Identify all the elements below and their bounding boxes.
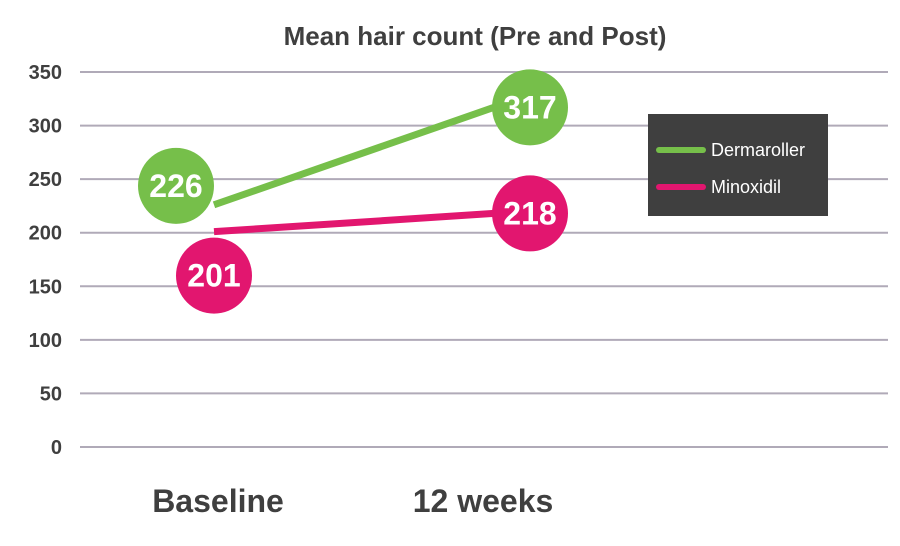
y-tick-label: 0 <box>51 437 62 459</box>
data-point-marker <box>138 147 214 224</box>
legend-box <box>648 114 828 216</box>
y-tick-label: 50 <box>40 383 62 405</box>
y-tick-label: 150 <box>29 276 62 298</box>
data-label: 218 <box>503 195 556 231</box>
data-label: 201 <box>187 258 240 294</box>
y-tick-label: 350 <box>29 62 62 84</box>
data-point-marker <box>492 69 568 146</box>
x-tick-label: 12 weeks <box>413 483 554 519</box>
x-tick-label: Baseline <box>152 483 284 519</box>
chart-title: Mean hair count (Pre and Post) <box>284 21 667 51</box>
data-markers: 226 317 201 218 <box>138 69 568 314</box>
y-tick-label: 250 <box>29 169 62 191</box>
y-tick-label: 300 <box>29 116 62 138</box>
legend-label: Minoxidil <box>711 177 781 197</box>
data-point-marker <box>492 175 568 252</box>
x-axis-ticks: Baseline 12 weeks <box>152 483 553 519</box>
y-axis-ticks: 0 50 100 150 200 250 300 350 <box>29 62 62 459</box>
data-point-marker <box>176 237 252 314</box>
series-line-minoxidil <box>213 209 495 236</box>
data-label: 317 <box>503 89 556 125</box>
y-tick-label: 200 <box>29 223 62 245</box>
series-lines <box>212 104 496 236</box>
legend-label: Dermaroller <box>711 140 805 160</box>
series-line-dermaroller <box>212 104 496 209</box>
y-tick-label: 100 <box>29 330 62 352</box>
legend: Dermaroller Minoxidil <box>648 114 828 216</box>
data-label: 226 <box>149 168 202 204</box>
